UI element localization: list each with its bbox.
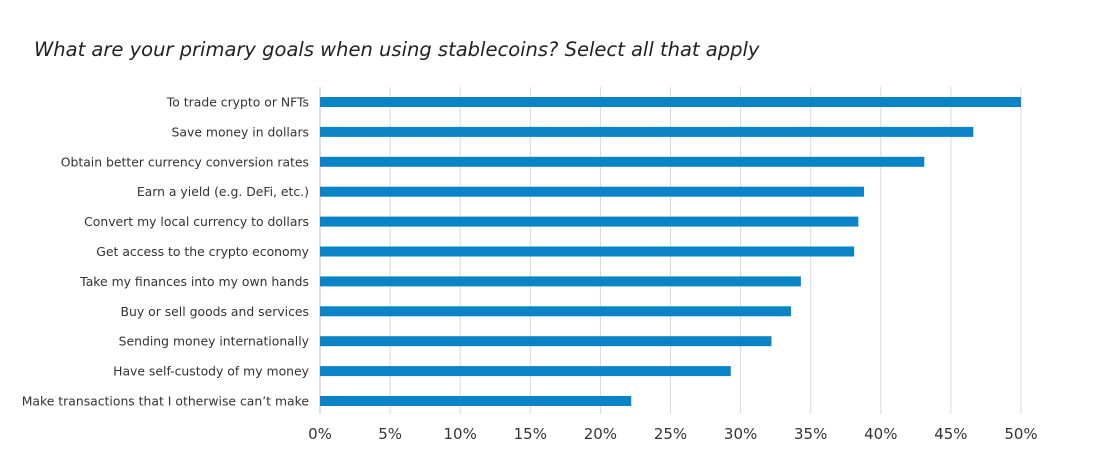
category-label: Make transactions that I otherwise can’t…: [22, 394, 309, 409]
category-label: Get access to the crypto economy: [96, 244, 309, 259]
chart-title: What are your primary goals when using s…: [34, 38, 760, 61]
x-tick-label: 40%: [864, 425, 897, 443]
bar: [320, 156, 925, 167]
x-tick-label: 45%: [934, 425, 967, 443]
bar: [320, 396, 632, 406]
bar: [320, 306, 792, 317]
category-label: Obtain better currency conversion rates: [61, 154, 309, 169]
category-label: Take my finances into my own hands: [79, 274, 309, 289]
bar: [320, 276, 801, 287]
category-label: Sending money internationally: [119, 334, 309, 349]
bar: [320, 246, 855, 257]
category-label: Convert my local currency to dollars: [84, 214, 309, 229]
x-tick-label: 50%: [1004, 425, 1037, 443]
category-label: Buy or sell goods and services: [120, 304, 309, 319]
x-tick-label: 0%: [308, 425, 332, 443]
x-tick-label: 10%: [444, 425, 477, 443]
category-label: Save money in dollars: [172, 124, 309, 139]
x-tick-label: 30%: [724, 425, 757, 443]
category-label: To trade crypto or NFTs: [166, 95, 309, 110]
x-tick-label: 5%: [378, 425, 402, 443]
bar: [320, 186, 864, 197]
category-label: Earn a yield (e.g. DeFi, etc.): [137, 184, 309, 199]
bar: [320, 366, 731, 377]
category-label: Have self-custody of my money: [113, 364, 309, 379]
bar: [320, 216, 859, 227]
bar: [320, 126, 974, 137]
bar: [320, 97, 1021, 107]
x-tick-label: 35%: [794, 425, 827, 443]
bar: [320, 336, 772, 347]
x-tick-label: 15%: [514, 425, 547, 443]
x-tick-label: 20%: [584, 425, 617, 443]
x-tick-label: 25%: [654, 425, 687, 443]
